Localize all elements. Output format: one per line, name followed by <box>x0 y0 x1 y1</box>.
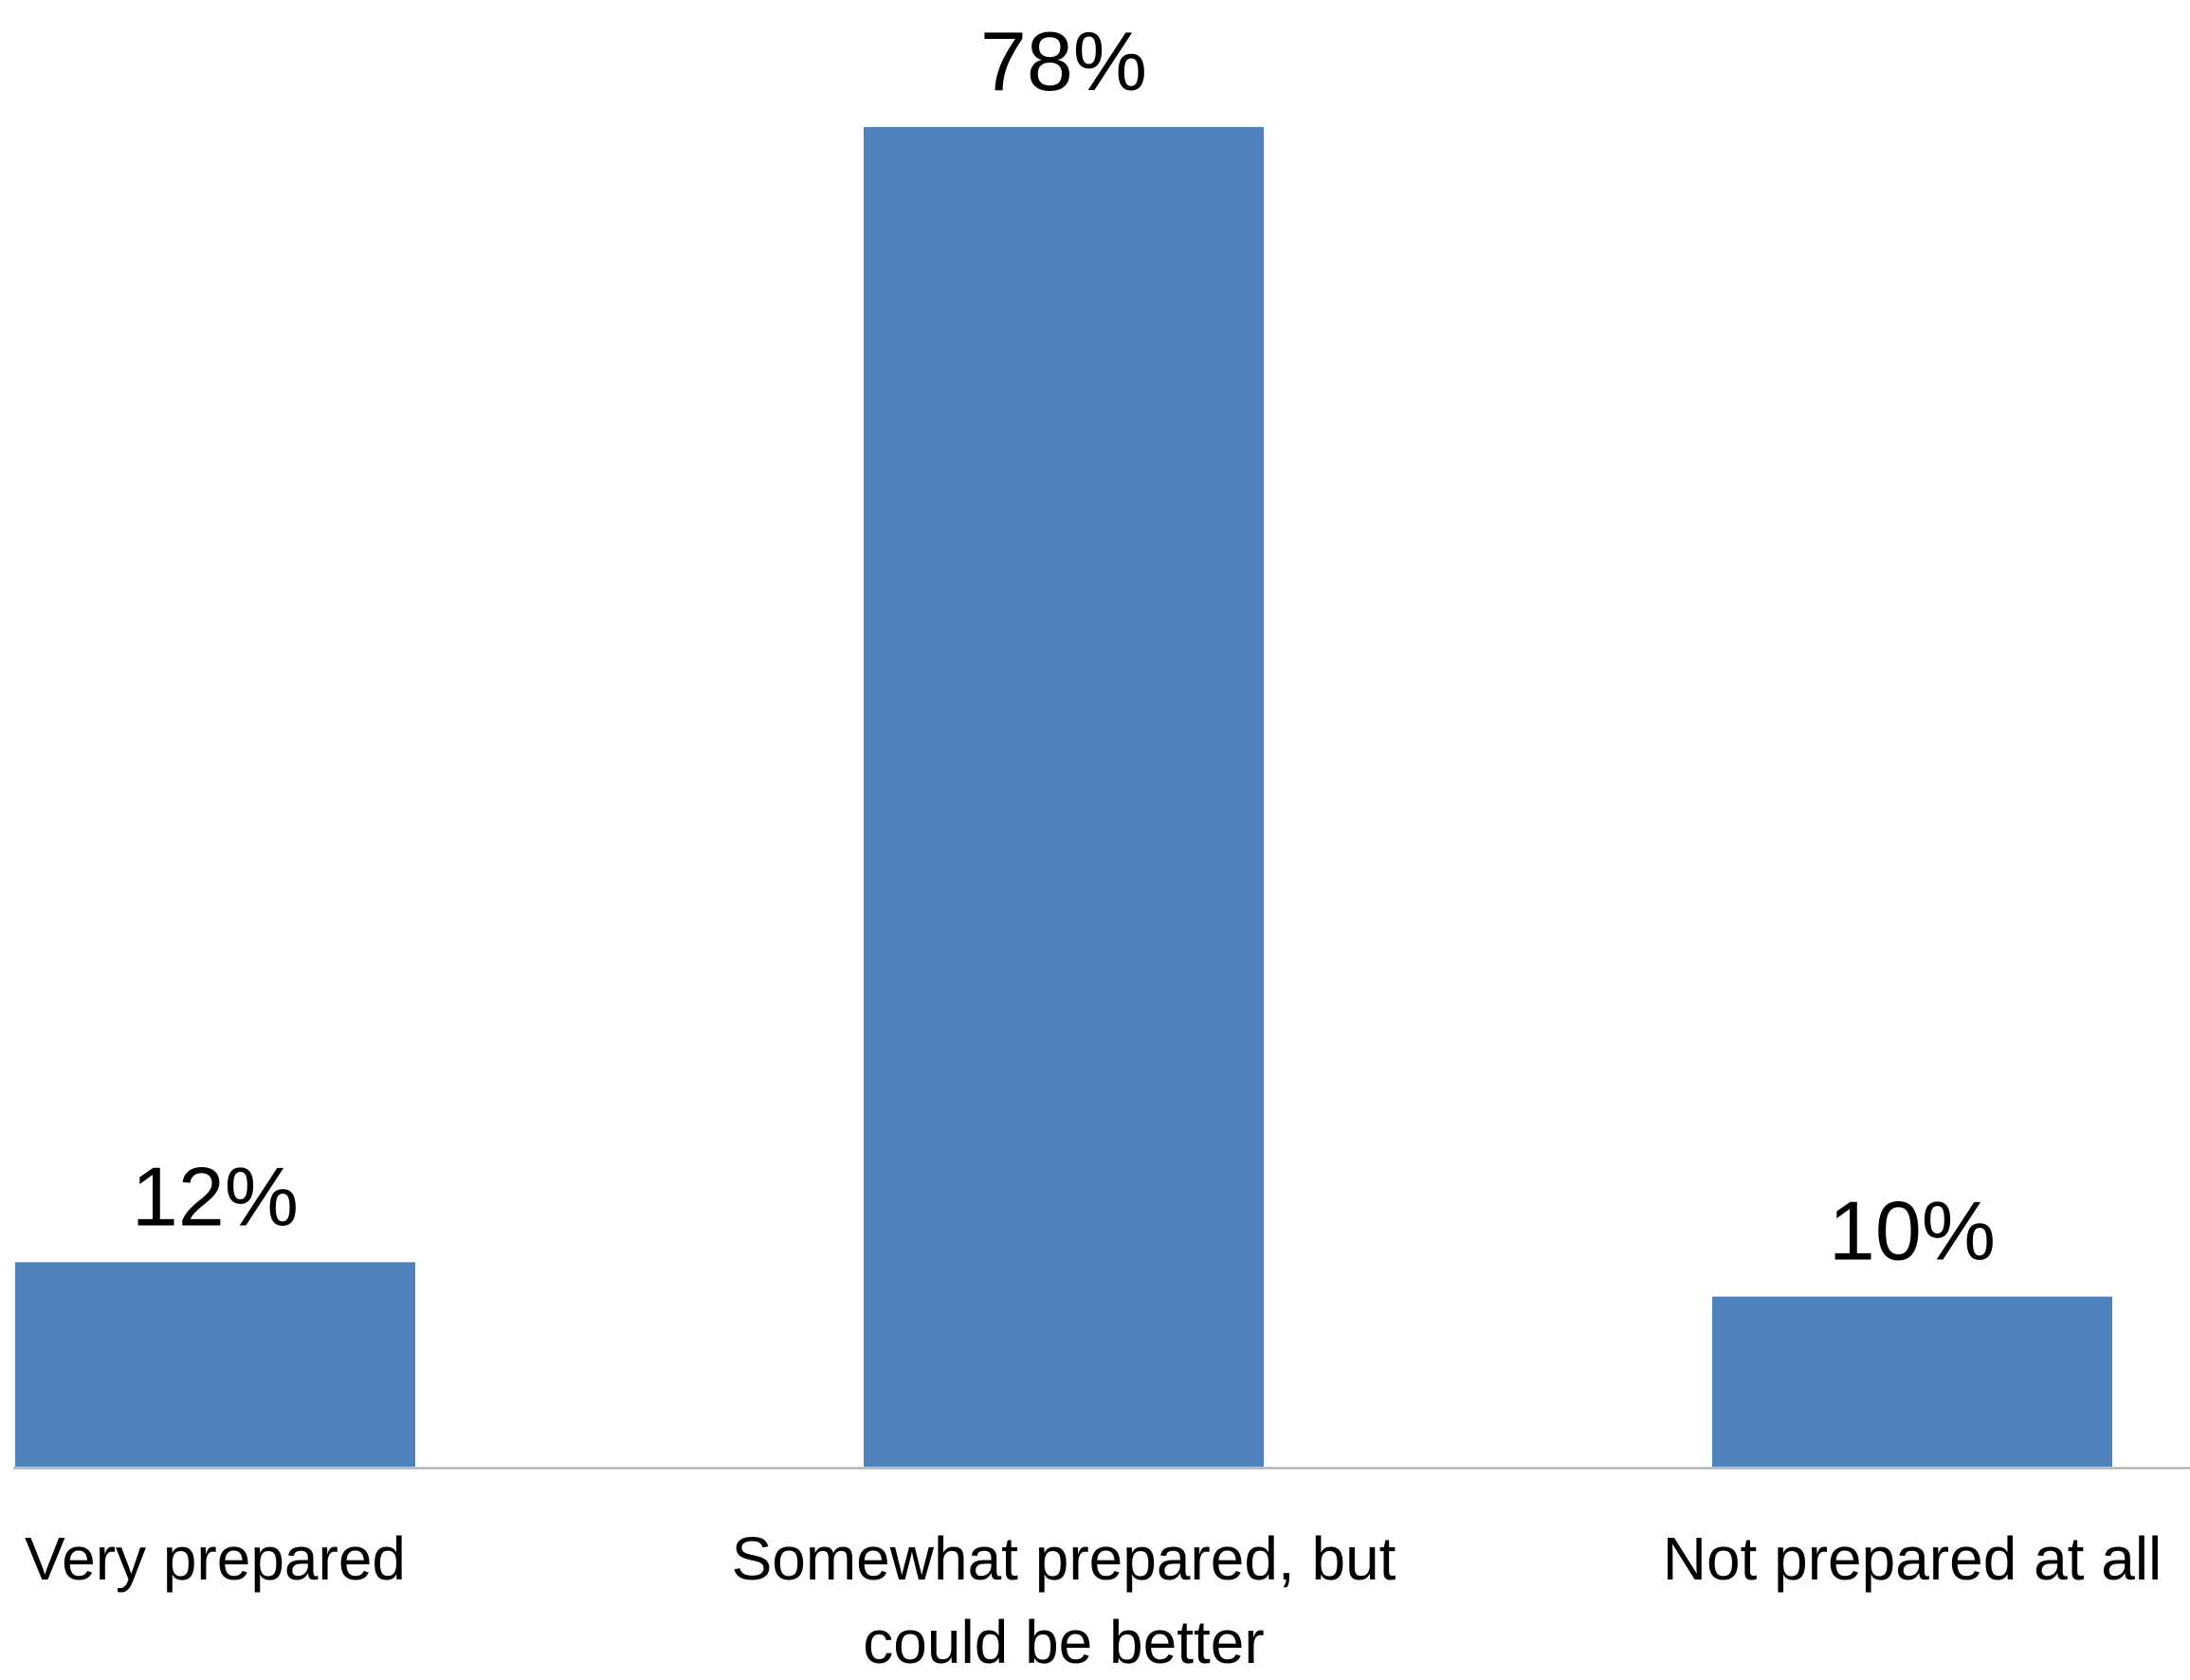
bar-2 <box>862 125 1266 1469</box>
value-label-3: 10% <box>1829 1184 1996 1278</box>
category-label-1: Very prepared <box>25 1525 406 1593</box>
category-label-3: Not prepared at all <box>1663 1525 2163 1593</box>
labels-layer: 12% Very prepared 78% Somewhat prepared, bu… <box>25 14 2162 1676</box>
value-label-1: 12% <box>132 1149 299 1243</box>
bars-layer <box>13 125 2114 1470</box>
bar-1 <box>13 1260 417 1470</box>
bar-3 <box>1710 1294 2114 1469</box>
value-label-2: 78% <box>980 14 1147 108</box>
category-label-2: Somewhat prepared, but could be better <box>732 1525 1396 1676</box>
